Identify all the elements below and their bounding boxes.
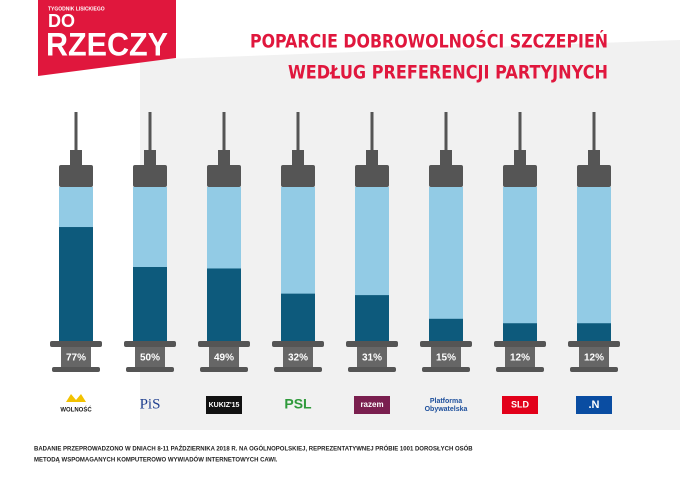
brand-logo [38, 0, 176, 76]
x-tick-label: PiS [140, 396, 161, 412]
plunger [61, 347, 91, 369]
syringe-collar [281, 165, 315, 187]
value-label: 12% [510, 353, 530, 364]
plunger [357, 347, 387, 369]
syringe-collar [207, 165, 241, 187]
party-logo [502, 396, 538, 414]
flange [50, 341, 102, 347]
needle-hub [70, 150, 82, 166]
barrel [429, 187, 463, 341]
x-tick-label: Platforma [430, 398, 462, 405]
plunger [431, 347, 461, 369]
bar [429, 318, 463, 341]
plunger-plate [52, 367, 100, 372]
plunger [135, 347, 165, 369]
syringe-collar [503, 165, 537, 187]
syringe-collar [577, 165, 611, 187]
plunger [209, 347, 239, 369]
needle-hub [292, 150, 304, 166]
syringe-collar [355, 165, 389, 187]
needle-hub [218, 150, 230, 166]
flange [272, 341, 324, 347]
value-label: 32% [288, 353, 308, 364]
plunger-plate [422, 367, 470, 372]
x-tick-label: .N [589, 399, 600, 411]
x-tick-label: SLD [511, 399, 530, 409]
chart-title: WEDŁUG PREFERENCJI PARTYJNYCH [288, 62, 608, 84]
flange [420, 341, 472, 347]
x-tick-label: Obywatelska [425, 406, 468, 413]
plunger-plate [496, 367, 544, 372]
plunger-plate [200, 367, 248, 372]
plunger-plate [126, 367, 174, 372]
bar [281, 293, 315, 341]
value-label: 49% [214, 353, 234, 364]
background-shape [140, 40, 680, 430]
bar [355, 295, 389, 341]
party-logo [354, 396, 390, 414]
needle-hub [144, 150, 156, 166]
bar [59, 227, 93, 341]
needle-hub [366, 150, 378, 166]
value-label: 15% [436, 353, 456, 364]
x-tick-label: PSL [284, 396, 312, 412]
plunger-plate [274, 367, 322, 372]
bar [207, 268, 241, 341]
needle-hub [440, 150, 452, 166]
footnote: BADANIE PRZEPROWADZONO W DNIACH 8-11 PAŹ… [34, 445, 473, 453]
x-tick-label: razem [360, 400, 383, 409]
needle-hub [588, 150, 600, 166]
plunger [505, 347, 535, 369]
syringe-collar [133, 165, 167, 187]
syringe-collar [429, 165, 463, 187]
flange [494, 341, 546, 347]
value-label: 50% [140, 353, 160, 364]
plunger-plate [348, 367, 396, 372]
needle-hub [514, 150, 526, 166]
bar [503, 323, 537, 341]
party-logo [576, 396, 612, 414]
barrel [503, 187, 537, 341]
plunger [283, 347, 313, 369]
flange [198, 341, 250, 347]
plunger [579, 347, 609, 369]
brand-kicker: TYGODNIK LISICKIEGO [48, 6, 105, 12]
bar [577, 323, 611, 341]
plunger-plate [570, 367, 618, 372]
value-label: 77% [66, 353, 86, 364]
syringe-collar [59, 165, 93, 187]
brand-name: RZECZY [46, 26, 168, 62]
bar [133, 267, 167, 341]
party-logo [66, 394, 86, 402]
x-tick-label: WOLNOŚĆ [60, 406, 92, 414]
barrel [577, 187, 611, 341]
flange [568, 341, 620, 347]
chart-title: POPARCIE DOBROWOLNOŚCI SZCZEPIEŃ [250, 29, 608, 53]
flange [124, 341, 176, 347]
value-label: 12% [584, 353, 604, 364]
flange [346, 341, 398, 347]
party-logo [206, 396, 242, 414]
value-label: 31% [362, 353, 382, 364]
x-tick-label: KUKIZ'15 [209, 402, 240, 409]
footnote: METODĄ WSPOMAGANYCH KOMPUTEROWO WYWIADÓW… [34, 456, 278, 464]
brand-name: DO [48, 11, 75, 31]
